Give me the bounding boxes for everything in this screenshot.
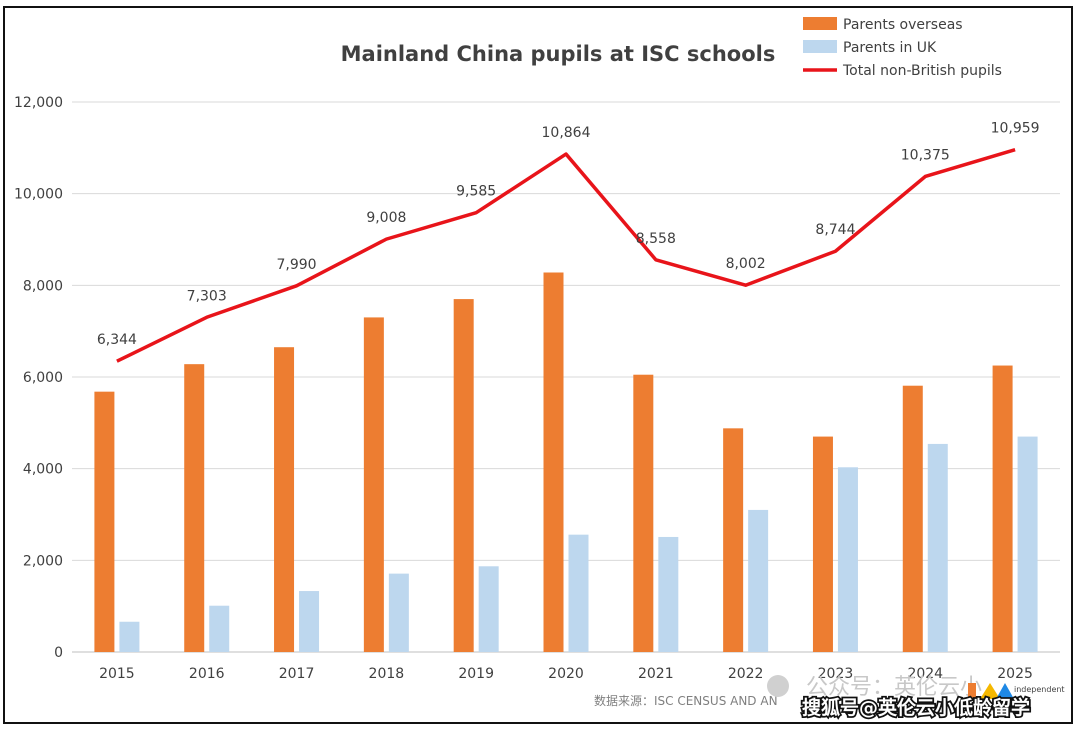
x-tick-label: 2015 <box>99 666 135 682</box>
gridlines <box>72 101 1060 653</box>
legend-label-total: Total non-British pupils <box>842 63 1002 79</box>
x-tick-label: 2025 <box>997 666 1033 682</box>
bar-parents-overseas <box>94 391 115 652</box>
data-label-total: 7,990 <box>276 257 316 273</box>
bar-parents-overseas <box>902 385 923 652</box>
x-tick-label: 2023 <box>818 666 854 682</box>
x-tick-label: 2016 <box>189 666 225 682</box>
bar-parents-in-uk <box>837 467 858 652</box>
y-tick-label: 8,000 <box>23 278 63 294</box>
bar-parents-overseas <box>992 365 1013 652</box>
logo-text: independent <box>1014 685 1065 694</box>
logo-shape-blue <box>996 683 1014 699</box>
total-line <box>116 148 1016 363</box>
legend-label-uk: Parents in UK <box>843 40 937 56</box>
chart-frame <box>3 6 1073 724</box>
bar-parents-in-uk <box>478 566 499 652</box>
x-tick-label: 2022 <box>728 666 764 682</box>
y-axis-ticks: 0 2,000 4,000 6,000 8,000 10,000 12,000 <box>14 95 63 661</box>
x-axis-ticks: 2015 2016 2017 2018 2019 2020 2021 2022 2023 2024… <box>99 666 1033 682</box>
bar-parents-overseas <box>543 272 564 652</box>
data-label-total: 9,008 <box>366 210 406 226</box>
bar-parents-in-uk <box>388 573 409 652</box>
watermark-sohu: 搜狐号@英伦云小低龄留学 <box>802 696 1030 719</box>
chart-title: Mainland China pupils at ISC schools <box>341 42 776 66</box>
y-tick-label: 10,000 <box>14 187 63 203</box>
data-label-total: 10,375 <box>901 147 950 163</box>
bar-parents-overseas <box>812 436 833 652</box>
bar-parents-in-uk <box>209 605 230 652</box>
bar-parents-in-uk <box>568 534 589 652</box>
y-tick-label: 2,000 <box>23 553 63 569</box>
x-tick-label: 2018 <box>369 666 405 682</box>
data-label-total: 8,744 <box>815 222 855 238</box>
wechat-icon <box>767 675 789 697</box>
logo-shape-yellow <box>980 683 1000 699</box>
data-label-total: 10,864 <box>542 125 591 141</box>
bar-parents-in-uk <box>299 591 320 652</box>
y-tick-label: 6,000 <box>23 370 63 386</box>
bar-parents-in-uk <box>927 443 948 652</box>
legend-label-overseas: Parents overseas <box>843 17 963 33</box>
x-tick-label: 2024 <box>907 666 943 682</box>
y-tick-label: 0 <box>54 645 63 661</box>
bar-parents-overseas <box>453 299 474 652</box>
data-labels: 6,344 7,303 7,990 9,008 9,585 10,864 8,558 8,00… <box>97 121 1040 349</box>
y-tick-label: 4,000 <box>23 462 63 478</box>
bar-parents-in-uk <box>1017 436 1038 652</box>
x-tick-label: 2020 <box>548 666 584 682</box>
bar-parents-in-uk <box>119 621 140 652</box>
legend-swatch-overseas <box>803 17 837 30</box>
line-total-non-british <box>116 148 1016 363</box>
bar-parents-overseas <box>274 347 295 652</box>
x-tick-label: 2017 <box>279 666 315 682</box>
bar-parents-overseas <box>723 428 744 652</box>
bar-parents-in-uk <box>658 536 679 652</box>
bar-parents-overseas <box>633 374 654 652</box>
data-label-total: 10,959 <box>991 121 1040 137</box>
data-label-total: 8,002 <box>726 256 766 272</box>
y-tick-label: 12,000 <box>14 95 63 111</box>
data-label-total: 9,585 <box>456 184 496 200</box>
legend: Parents overseas Parents in UK Total non… <box>803 17 1002 79</box>
bar-parents-overseas <box>184 364 205 652</box>
source-text: 数据来源：ISC CENSUS AND AN <box>594 693 778 708</box>
data-label-total: 6,344 <box>97 332 137 348</box>
logo-icon <box>968 683 976 699</box>
watermark-text: 公众号：英伦云小 <box>806 675 982 700</box>
legend-swatch-uk <box>803 40 837 53</box>
data-label-total: 7,303 <box>187 288 227 304</box>
bars <box>94 272 1038 652</box>
bar-parents-overseas <box>363 317 384 652</box>
x-tick-label: 2019 <box>458 666 494 682</box>
bar-parents-in-uk <box>748 509 769 652</box>
watermark: 公众号：英伦云小 independent 搜狐号@英伦云小低龄留学 <box>767 675 1065 721</box>
data-label-total: 8,558 <box>636 231 676 247</box>
x-tick-label: 2021 <box>638 666 674 682</box>
